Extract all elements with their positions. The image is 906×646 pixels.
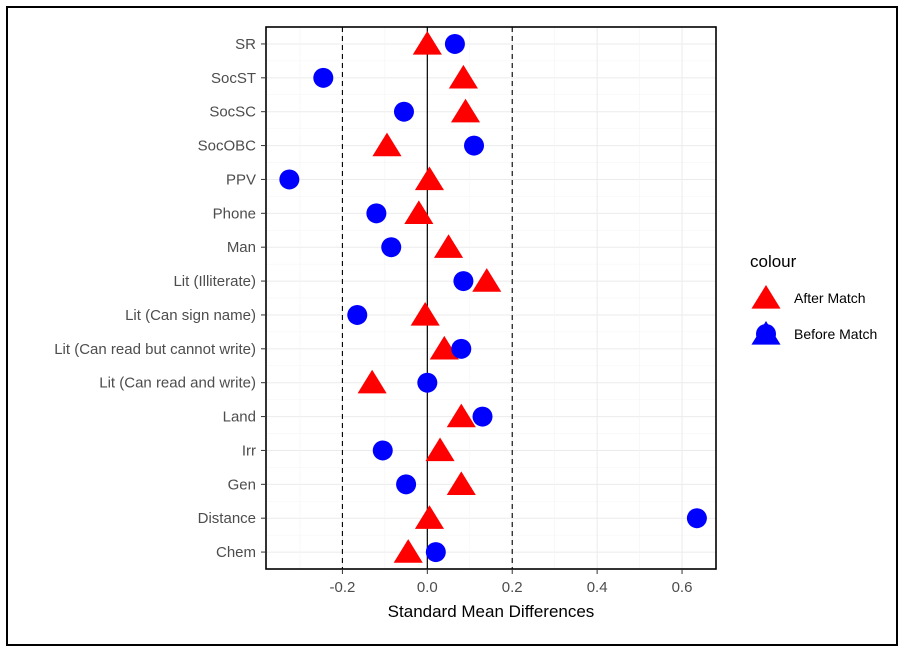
point-before-match xyxy=(686,508,707,529)
y-tick-label: Gen xyxy=(228,476,256,493)
y-tick-label: SocSC xyxy=(209,104,256,121)
point-before-match xyxy=(366,203,387,224)
x-tick-label: 0.0 xyxy=(417,579,438,596)
y-tick-label: Lit (Can read but cannot write) xyxy=(54,341,256,358)
y-tick-labels: SR SocST SocSC SocOBC PPV Phone Man Lit (Illite… xyxy=(54,36,266,561)
y-tick-label: Phone xyxy=(213,205,256,222)
point-after-match xyxy=(446,403,476,428)
point-after-match xyxy=(446,471,476,495)
y-tick-label: Lit (Can sign name) xyxy=(125,307,256,324)
x-tick-label: 0.6 xyxy=(672,579,693,596)
y-tick-label: Lit (Illiterate) xyxy=(173,273,256,290)
x-tick-labels: -0.2 0.0 0.2 0.4 0.6 xyxy=(329,569,692,596)
y-tick-label: SR xyxy=(235,36,256,53)
legend-key-after-match xyxy=(751,285,781,309)
point-after-match xyxy=(448,64,478,89)
x-axis-title: Standard Mean Differences xyxy=(388,602,595,621)
y-tick-label: SocOBC xyxy=(198,138,257,155)
point-before-match xyxy=(444,33,465,54)
point-after-match xyxy=(410,301,440,326)
point-after-match xyxy=(372,132,402,157)
point-before-match xyxy=(451,338,472,359)
point-after-match xyxy=(450,98,481,123)
y-tick-label: Land xyxy=(223,409,256,426)
smd-dot-plot: SR SocST SocSC SocOBC PPV Phone Man Lit (Illite… xyxy=(54,26,877,621)
y-tick-label: Man xyxy=(227,239,256,256)
point-after-match xyxy=(433,234,464,258)
y-tick-label: Irr xyxy=(242,442,256,459)
point-before-match xyxy=(453,271,474,292)
point-after-match xyxy=(414,166,445,191)
legend-label: Before Match xyxy=(794,326,877,342)
x-tick-label: 0.4 xyxy=(587,579,608,596)
x-tick-label: -0.2 xyxy=(329,579,355,596)
point-before-match xyxy=(464,135,485,156)
point-before-match xyxy=(372,440,393,461)
x-tick-label: 0.2 xyxy=(502,579,523,596)
y-tick-label: Lit (Can read and write) xyxy=(99,375,256,392)
legend-label: After Match xyxy=(794,290,866,306)
point-after-match xyxy=(412,30,442,55)
point-after-match xyxy=(429,335,459,360)
point-before-match xyxy=(381,237,402,258)
legend-key-before-match-triangle xyxy=(751,321,781,345)
point-after-match xyxy=(414,505,445,529)
point-before-match xyxy=(425,542,446,563)
point-after-match xyxy=(472,268,502,292)
y-tick-label: Distance xyxy=(198,510,256,527)
point-after-match xyxy=(425,437,455,462)
reference-lines xyxy=(341,27,513,569)
point-before-match xyxy=(347,304,368,325)
point-before-match xyxy=(393,101,414,122)
point-before-match xyxy=(279,169,300,190)
plot-panel-border xyxy=(265,26,717,570)
y-tick-label: Chem xyxy=(216,544,256,561)
y-tick-label: PPV xyxy=(226,171,256,188)
point-before-match xyxy=(313,67,334,88)
point-before-match xyxy=(417,372,438,393)
y-tick-label: SocST xyxy=(211,70,256,87)
point-before-match xyxy=(472,406,493,427)
point-after-match xyxy=(357,369,387,394)
gridlines xyxy=(266,27,716,569)
legend-title: colour xyxy=(750,252,797,271)
point-after-match xyxy=(393,539,423,563)
point-before-match xyxy=(396,474,417,495)
point-after-match xyxy=(404,200,434,224)
legend: colour After Match Before Match xyxy=(750,252,877,345)
legend-items: After Match Before Match xyxy=(751,285,877,345)
data-points xyxy=(279,30,707,563)
